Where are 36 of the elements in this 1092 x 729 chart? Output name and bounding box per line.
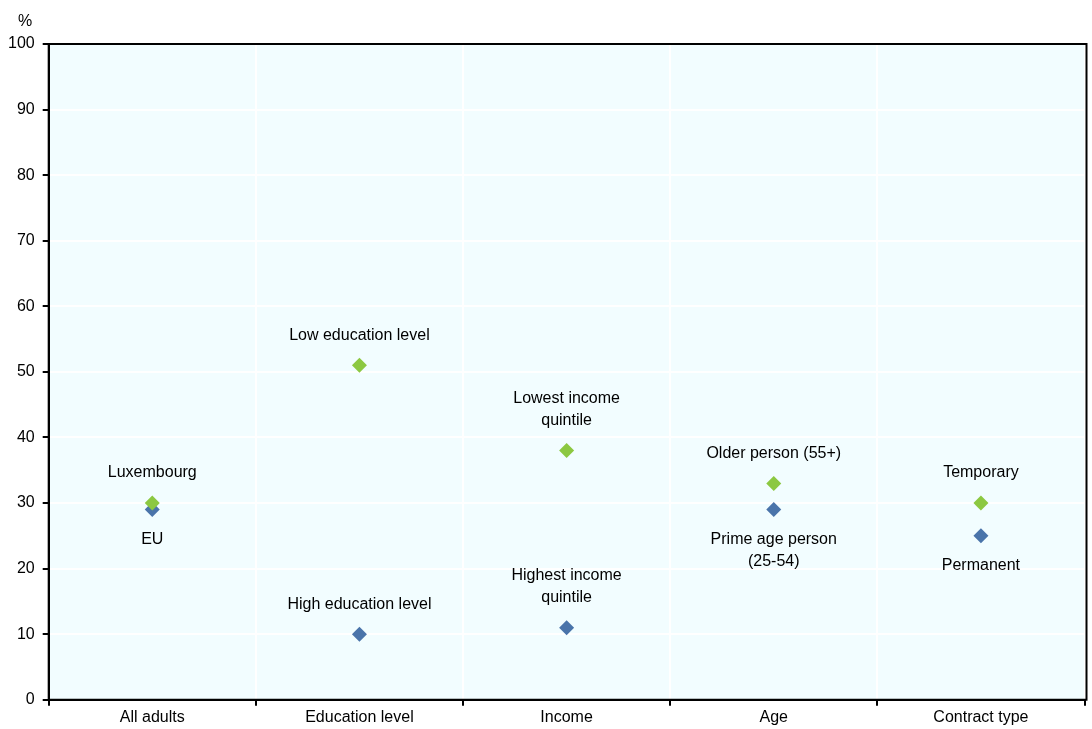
- y-tick-label: 60: [16, 296, 35, 314]
- x-tick-label: All adults: [119, 707, 185, 725]
- y-tick-label: 50: [16, 362, 35, 380]
- x-tick-label: Contract type: [933, 707, 1029, 725]
- annotation: Temporary: [943, 463, 1019, 481]
- y-tick-label: 20: [16, 559, 35, 577]
- annotation: Prime age person (25-54): [710, 530, 837, 570]
- x-tick-label: Age: [759, 707, 789, 725]
- point: [973, 528, 989, 544]
- y-tick-label: 70: [16, 231, 35, 249]
- point: [973, 495, 989, 511]
- point: [144, 495, 160, 511]
- y-axis-title: %: [17, 12, 33, 30]
- y-tick-label: 80: [16, 165, 35, 183]
- x-tick-label: Education level: [305, 707, 414, 725]
- annotation: High education level: [287, 594, 432, 612]
- point: [766, 502, 782, 518]
- y-tick-label: 30: [16, 493, 35, 511]
- x-tick-label: Income: [540, 707, 593, 725]
- point: [351, 357, 367, 373]
- series-label: EU: [141, 530, 164, 548]
- point: [559, 620, 575, 636]
- series-label: Luxembourg: [107, 463, 197, 481]
- annotation: Permanent: [941, 556, 1021, 574]
- point: [559, 443, 575, 459]
- annotation: Highest income quintile: [511, 566, 622, 606]
- annotation: Older person (55+): [706, 443, 842, 461]
- annotation: Low education level: [289, 325, 430, 343]
- annotation: Lowest income quintile: [513, 389, 621, 428]
- point: [766, 475, 782, 491]
- y-tick-label: 10: [16, 624, 35, 642]
- y-tick-label: 100: [7, 34, 35, 52]
- y-tick-label: 40: [16, 427, 35, 445]
- y-tick-label: 0: [25, 690, 35, 708]
- y-tick-label: 90: [16, 99, 35, 117]
- point: [351, 626, 367, 642]
